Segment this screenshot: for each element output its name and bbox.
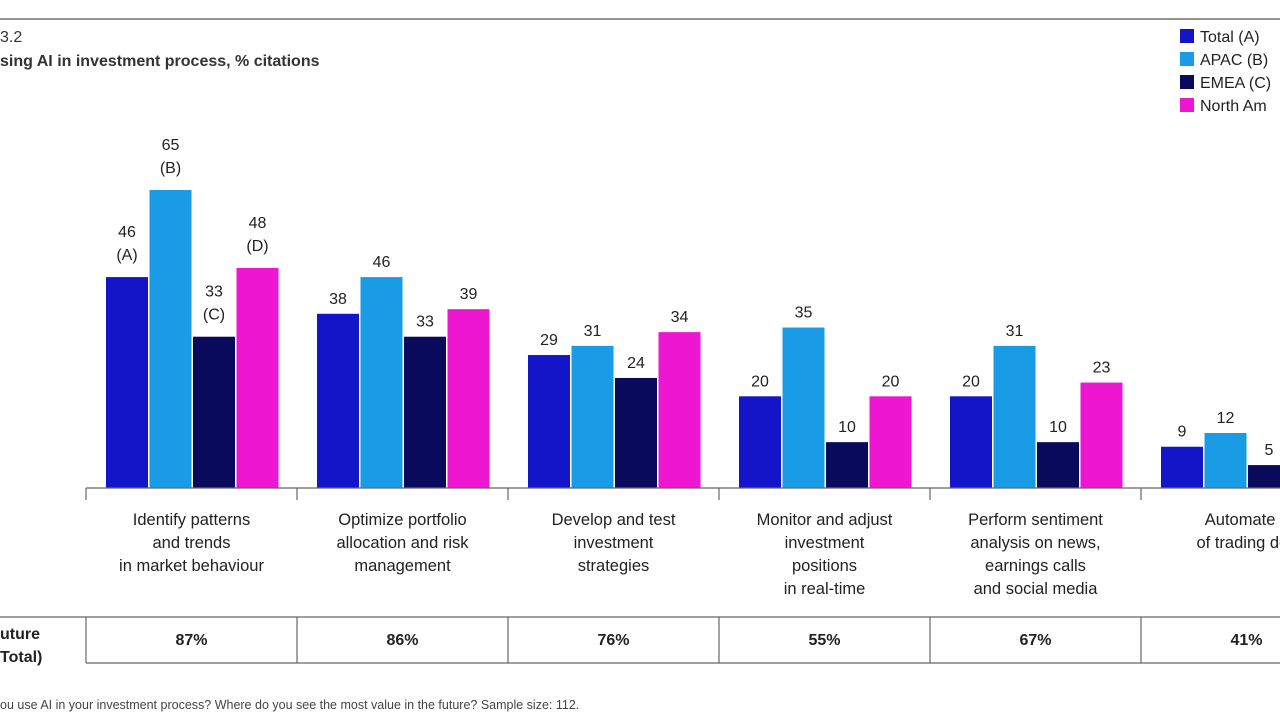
- value-label: 20: [962, 373, 980, 390]
- category-label: and trends: [153, 534, 231, 552]
- category-label: analysis on news,: [970, 534, 1100, 552]
- value-label: 10: [1049, 419, 1067, 436]
- category-label: Develop and test: [552, 511, 676, 529]
- future-value: 41%: [1230, 632, 1262, 649]
- series-mark-label: (A): [116, 247, 137, 264]
- future-row-label: Total): [0, 649, 42, 666]
- value-label: 33: [416, 314, 434, 331]
- bar-3-1: [528, 355, 570, 488]
- bar-3-2: [571, 345, 614, 488]
- bar-1-3: [193, 336, 235, 488]
- x-axis: [85, 487, 1280, 500]
- bar-1-2: [149, 190, 192, 488]
- future-value: 76%: [597, 632, 629, 649]
- category-label: Monitor and adjust: [757, 511, 893, 529]
- legend-swatch: [1180, 98, 1194, 112]
- category-label: in market behaviour: [119, 557, 264, 575]
- category-label: of trading dec: [1197, 534, 1280, 552]
- future-value: 86%: [386, 632, 418, 649]
- bar-5-1: [950, 396, 992, 488]
- series-mark-label: (B): [160, 160, 181, 177]
- value-label: 46: [118, 224, 136, 241]
- value-label: 34: [671, 309, 689, 326]
- figure-label: 3.2: [0, 29, 22, 46]
- category-label: positions: [792, 557, 857, 575]
- legend-label: Total (A): [1200, 29, 1260, 46]
- category-label: Identify patterns: [133, 511, 250, 529]
- bar-5-2: [993, 345, 1036, 488]
- future-value: 67%: [1019, 632, 1051, 649]
- bar-2-1: [317, 313, 359, 488]
- bar-3-3: [615, 377, 657, 488]
- category-label: and social media: [974, 580, 1099, 598]
- category-label: investment: [574, 534, 654, 552]
- bars: [106, 190, 1280, 488]
- series-mark-label: (C): [203, 307, 225, 324]
- value-label: 31: [584, 323, 602, 340]
- value-label: 65: [162, 137, 180, 154]
- legend-label: APAC (B): [1200, 52, 1268, 69]
- chart-subtitle: sing AI in investment process, % citatio…: [0, 53, 320, 70]
- bar-2-2: [360, 277, 403, 488]
- category-label: in real-time: [784, 580, 866, 598]
- bar-4-4: [869, 396, 912, 488]
- value-labels: 46 (A) 65 (B) 33 (C) 48 (D) 38 46 33 39 29 31 24 34 20 35…: [116, 137, 1273, 459]
- legend-label: North Am: [1200, 98, 1267, 115]
- future-value: 87%: [175, 632, 207, 649]
- bar-5-4: [1080, 382, 1123, 488]
- category-label: strategies: [578, 557, 650, 575]
- category-label: earnings calls: [985, 557, 1086, 575]
- value-label: 38: [329, 291, 347, 308]
- value-label: 46: [373, 254, 391, 271]
- legend-label: EMEA (C): [1200, 75, 1271, 92]
- category-label: investment: [785, 534, 865, 552]
- value-label: 24: [627, 355, 645, 372]
- future-value: 55%: [808, 632, 840, 649]
- category-label: Automate ti: [1205, 511, 1280, 529]
- bar-6-2: [1204, 432, 1247, 488]
- category-label: allocation and risk: [336, 534, 469, 552]
- value-label: 31: [1006, 323, 1024, 340]
- category-label: Perform sentiment: [968, 511, 1103, 529]
- bar-6-1: [1161, 446, 1203, 488]
- bar-1-1: [106, 277, 148, 488]
- legend-swatch: [1180, 75, 1194, 89]
- value-label: 33: [205, 284, 223, 301]
- value-label: 39: [460, 286, 478, 303]
- category-label: Optimize portfolio: [338, 511, 466, 529]
- bar-3-4: [658, 332, 701, 488]
- category-label: management: [354, 557, 451, 575]
- series-mark-label: (D): [246, 238, 268, 255]
- value-label: 10: [838, 419, 856, 436]
- value-label: 5: [1265, 442, 1274, 459]
- value-label: 29: [540, 332, 558, 349]
- legend-swatch: [1180, 29, 1194, 43]
- bar-1-4: [236, 267, 279, 488]
- footnote: ou use AI in your investment process? Wh…: [0, 698, 579, 712]
- bar-4-2: [782, 327, 825, 488]
- legend: Total (A) APAC (B) EMEA (C) North Am: [1180, 29, 1271, 115]
- future-row-label: uture: [0, 626, 40, 643]
- bar-2-3: [404, 336, 446, 488]
- bar-4-1: [739, 396, 781, 488]
- value-label: 20: [882, 373, 900, 390]
- value-label: 48: [249, 215, 267, 232]
- category-labels: Identify patterns and trends in market beh…: [119, 511, 1280, 598]
- bar-2-4: [447, 309, 490, 488]
- future-row: 87% 86% 76% 55% 67% 41% uture Total): [0, 616, 1280, 666]
- bar-5-3: [1037, 442, 1079, 488]
- value-label: 12: [1217, 410, 1235, 427]
- value-label: 9: [1178, 424, 1187, 441]
- bar-4-3: [826, 442, 868, 488]
- bar-6-3: [1248, 465, 1280, 488]
- value-label: 35: [795, 305, 813, 322]
- legend-swatch: [1180, 52, 1194, 66]
- value-label: 23: [1093, 360, 1111, 377]
- value-label: 20: [751, 373, 769, 390]
